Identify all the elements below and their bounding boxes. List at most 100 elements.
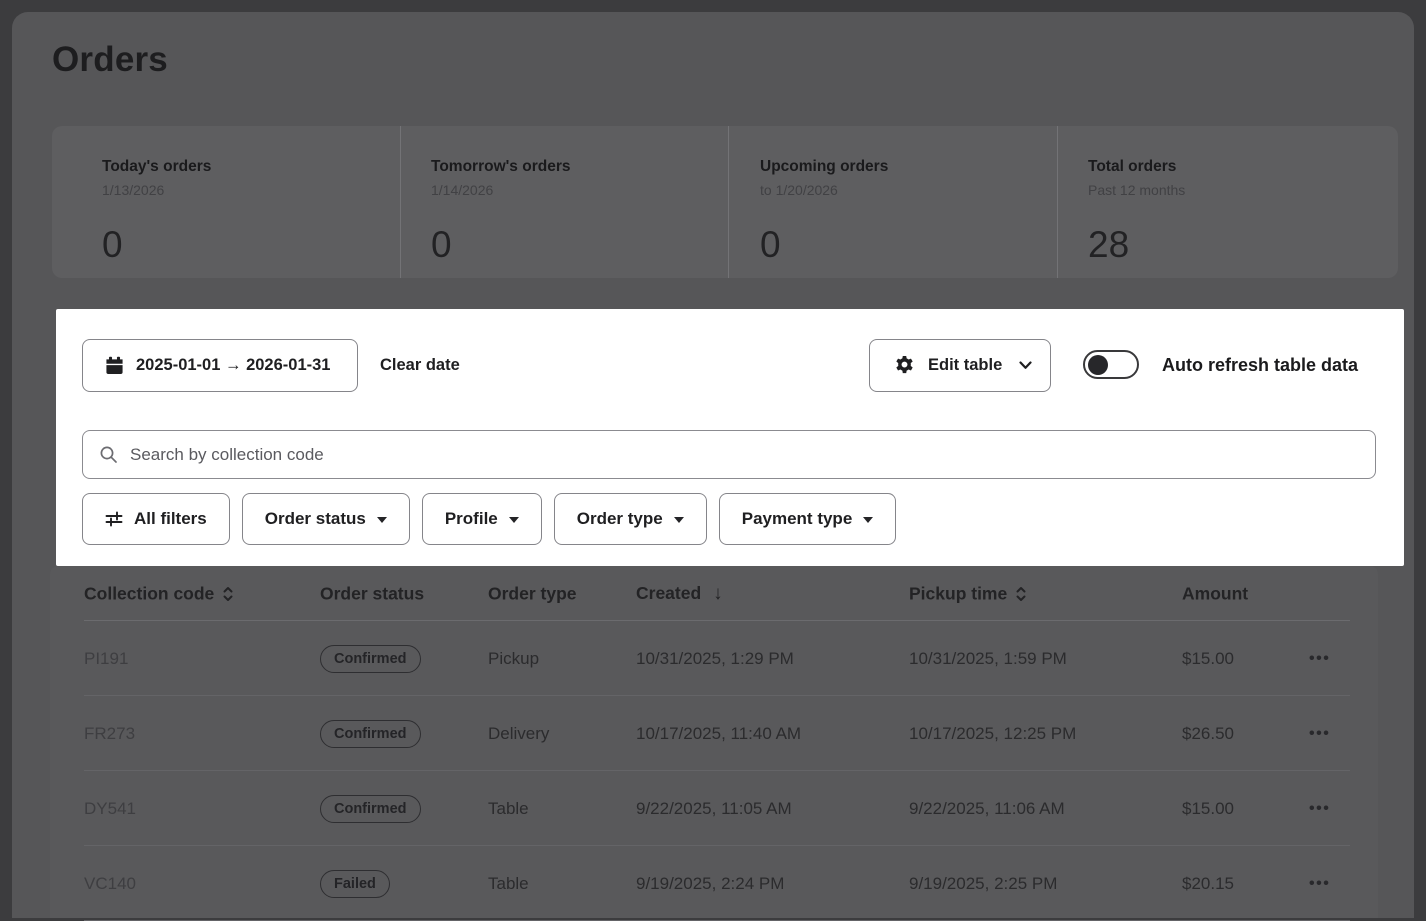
created-cell: 9/22/2025, 11:05 AM <box>636 798 792 818</box>
calendar-icon <box>105 356 124 375</box>
dropdown-triangle-icon <box>376 517 387 523</box>
order-type-cell: Table <box>488 873 529 893</box>
search-box <box>82 430 1376 479</box>
page-title: Orders <box>52 40 168 79</box>
filter-button-label: Profile <box>444 509 498 528</box>
pickup-time-cell: 10/17/2025, 12:25 PM <box>909 723 1077 743</box>
search-icon <box>99 445 118 464</box>
dropdown-triangle-icon <box>508 517 519 523</box>
stat-tomorrows-orders: Tomorrow's orders 1/14/2026 0 <box>400 126 728 278</box>
row-menu-button[interactable]: ••• <box>1309 874 1331 892</box>
filter-buttons-row: All filters Order status Profile Order t… <box>82 493 897 545</box>
order-status-cell: Failed <box>320 869 390 898</box>
order-status-cell: Confirmed <box>320 794 421 823</box>
column-header-label: Order status <box>320 583 425 603</box>
toggle-knob <box>1088 354 1108 375</box>
sort-both-icon <box>1015 585 1027 602</box>
order-stats-summary: Today's orders 1/13/2026 0 Tomorrow's or… <box>52 126 1398 278</box>
column-header-label: Amount <box>1182 583 1249 603</box>
amount-cell: $20.15 <box>1182 873 1234 893</box>
date-range-button[interactable]: 2025-01-01 → 2026-01-31 <box>82 339 358 392</box>
row-divider <box>84 695 1350 696</box>
sliders-icon <box>105 511 123 527</box>
stat-upcoming-orders: Upcoming orders to 1/20/2026 0 <box>728 126 1057 278</box>
collection-code-cell[interactable]: DY541 <box>84 798 136 818</box>
filters-spotlight-panel: 2025-01-01 → 2026-01-31 Clear date Edit … <box>56 309 1404 566</box>
status-badge: Confirmed <box>320 644 421 673</box>
column-header-label: Collection code <box>84 583 215 603</box>
order-type-cell: Delivery <box>488 723 550 743</box>
date-range-value: 2025-01-01 → 2026-01-31 <box>136 356 331 374</box>
orders-table: Collection code Order status Order type <box>50 566 1378 921</box>
status-badge: Confirmed <box>320 794 421 823</box>
order-status-filter-button[interactable]: Order status <box>241 493 410 545</box>
filter-button-label: All filters <box>134 509 207 528</box>
stat-value: 28 <box>1088 224 1130 265</box>
stat-label: Tomorrow's orders <box>431 158 571 175</box>
stat-value: 0 <box>431 224 452 265</box>
created-cell: 10/31/2025, 1:29 PM <box>636 648 794 668</box>
auto-refresh-toggle[interactable] <box>1083 350 1139 379</box>
search-input[interactable] <box>128 443 1375 466</box>
pickup-time-cell: 9/19/2025, 2:25 PM <box>909 873 1058 893</box>
filter-button-label: Order status <box>264 509 366 528</box>
collection-code-cell[interactable]: VC140 <box>84 873 136 893</box>
status-badge: Failed <box>320 869 390 898</box>
gear-icon <box>894 355 915 376</box>
amount-cell: $26.50 <box>1182 723 1234 743</box>
collection-code-cell[interactable]: FR273 <box>84 723 136 743</box>
page-content-card: Orders Today's orders 1/13/2026 0 Tomorr… <box>12 12 1414 921</box>
row-menu-button[interactable]: ••• <box>1309 724 1331 742</box>
sort-both-icon <box>222 585 234 602</box>
table-row[interactable]: PI191 Confirmed Pickup 10/31/2025, 1:29 … <box>50 621 1378 696</box>
column-header-order-type[interactable]: Order type <box>488 583 577 604</box>
stat-value: 0 <box>102 224 123 265</box>
payment-type-filter-button[interactable]: Payment type <box>718 493 897 545</box>
created-cell: 10/17/2025, 11:40 AM <box>636 723 802 743</box>
table-row[interactable]: FR273 Confirmed Delivery 10/17/2025, 11:… <box>50 696 1378 771</box>
row-menu-button[interactable]: ••• <box>1309 799 1331 817</box>
stat-todays-orders: Today's orders 1/13/2026 0 <box>52 126 400 278</box>
edit-table-button[interactable]: Edit table <box>869 339 1051 392</box>
row-menu-button[interactable]: ••• <box>1309 649 1331 667</box>
column-header-label: Created <box>636 583 702 603</box>
order-status-cell: Confirmed <box>320 719 421 748</box>
row-divider <box>84 770 1350 771</box>
order-type-cell: Pickup <box>488 648 540 668</box>
all-filters-button[interactable]: All filters <box>82 493 230 545</box>
order-type-cell: Table <box>488 798 529 818</box>
sort-desc-arrow-icon: ↓ <box>713 582 723 604</box>
column-header-order-status[interactable]: Order status <box>320 583 424 604</box>
clear-date-button[interactable]: Clear date <box>380 356 460 374</box>
order-type-filter-button[interactable]: Order type <box>553 493 707 545</box>
amount-cell: $15.00 <box>1182 798 1234 818</box>
stat-label: Total orders <box>1088 158 1177 175</box>
stat-value: 0 <box>760 224 781 265</box>
table-row[interactable]: VC140 Failed Table 9/19/2025, 2:24 PM 9/… <box>50 846 1378 921</box>
dropdown-triangle-icon <box>673 517 684 523</box>
pickup-time-cell: 9/22/2025, 11:06 AM <box>909 798 1065 818</box>
stat-total-orders: Total orders Past 12 months 28 <box>1057 126 1398 278</box>
order-status-cell: Confirmed <box>320 644 421 673</box>
column-header-collection-code[interactable]: Collection code <box>84 583 234 604</box>
profile-filter-button[interactable]: Profile <box>421 493 542 545</box>
auto-refresh-label: Auto refresh table data <box>1162 355 1359 375</box>
stat-subtitle: 1/14/2026 <box>431 182 494 198</box>
stat-subtitle: to 1/20/2026 <box>760 182 838 198</box>
column-header-label: Pickup time <box>909 583 1008 603</box>
column-header-amount[interactable]: Amount <box>1182 583 1248 604</box>
row-divider <box>84 845 1350 846</box>
table-row[interactable]: DY541 Confirmed Table 9/22/2025, 11:05 A… <box>50 771 1378 846</box>
stat-label: Upcoming orders <box>760 158 889 175</box>
collection-code-cell[interactable]: PI191 <box>84 648 129 668</box>
column-header-pickup-time[interactable]: Pickup time <box>909 583 1027 604</box>
stat-subtitle: Past 12 months <box>1088 182 1186 198</box>
filter-button-label: Order type <box>576 509 663 528</box>
created-cell: 9/19/2025, 2:24 PM <box>636 873 785 893</box>
column-header-label: Order type <box>488 583 577 603</box>
stat-label: Today's orders <box>102 158 212 175</box>
stat-subtitle: 1/13/2026 <box>102 182 165 198</box>
edit-table-label: Edit table <box>928 356 1003 374</box>
column-header-created[interactable]: Created ↓ <box>636 583 723 605</box>
